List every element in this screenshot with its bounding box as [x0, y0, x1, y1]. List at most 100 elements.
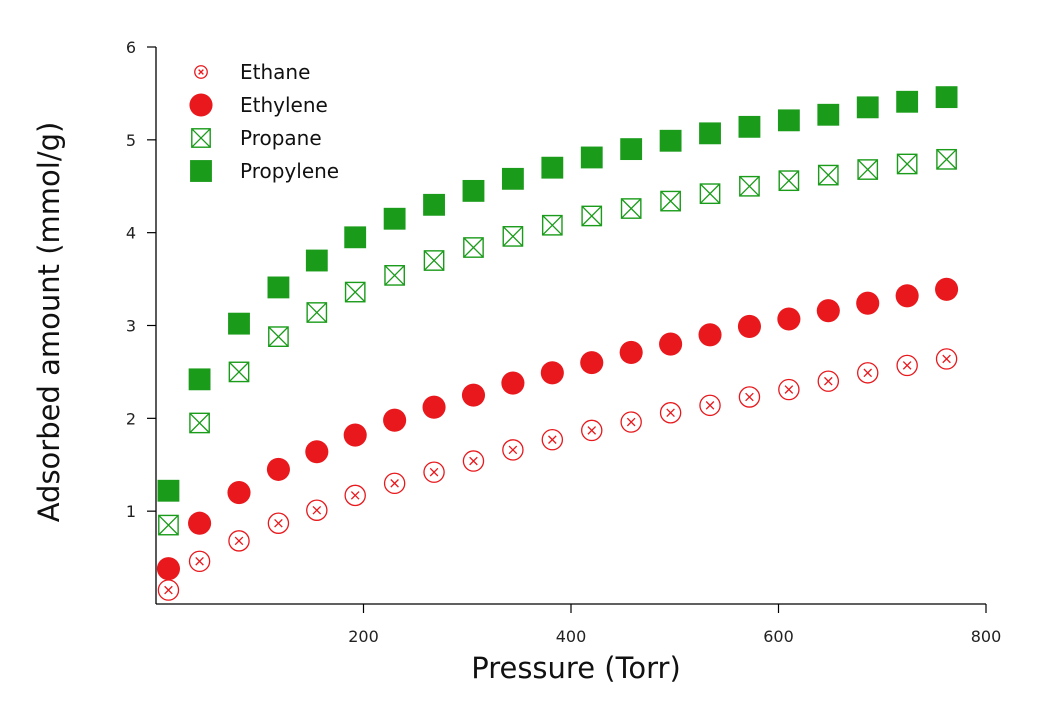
ethane-point [344, 484, 366, 507]
ethylene-point [816, 299, 840, 323]
ethylene-point [737, 314, 761, 338]
propylene-point [344, 226, 367, 249]
legend-marker-ethane [194, 65, 208, 79]
propylene-point [699, 122, 721, 145]
ethane-point [699, 394, 721, 417]
legend-marker-propane [191, 128, 211, 148]
x-axis-title: Pressure (Torr) [471, 651, 681, 685]
ethylene-point [266, 457, 290, 481]
propane-point [384, 265, 405, 286]
x-tick-label: 200 [348, 627, 379, 646]
propylene-point [423, 193, 445, 216]
propane-point [306, 302, 328, 323]
propane-point [423, 250, 445, 271]
propane-point [502, 226, 524, 247]
y-axis-title: Adsorbed amount (mmol/g) [32, 122, 66, 523]
ethylene-point [501, 371, 525, 395]
x-tick-label: 600 [763, 627, 794, 646]
ethylene-point [305, 440, 329, 464]
propylene-point [580, 146, 603, 169]
ethane-point [778, 378, 800, 401]
x-tick-label: 400 [556, 627, 587, 646]
ethane-point [541, 428, 564, 451]
propane-point [620, 198, 642, 219]
ethylene-point [935, 277, 959, 301]
ethylene-point [895, 284, 919, 308]
propylene-point [817, 103, 840, 126]
ethylene-point [540, 361, 564, 385]
y-tick-label: 6 [126, 38, 136, 57]
legend: Ethane Ethylene Propane Propylene [189, 60, 339, 183]
propane-point [581, 205, 603, 227]
propane-point [158, 514, 179, 536]
propylene-point [157, 479, 180, 502]
ethane-point [383, 472, 406, 495]
legend-label-propane: Propane [240, 126, 322, 150]
y-tick-label: 4 [126, 224, 136, 243]
ethylene-point [156, 557, 180, 581]
propylene-point [659, 129, 682, 152]
propane-point [660, 190, 681, 212]
propylene-point [541, 156, 564, 179]
propane-point [344, 281, 366, 303]
propane-point [228, 361, 250, 383]
propane-point [189, 412, 210, 434]
ethane-point [462, 450, 485, 472]
ethane-point [935, 348, 958, 370]
propylene-point [305, 249, 328, 272]
propane-point [739, 175, 760, 197]
ethane-point [306, 499, 328, 521]
propylene-point [267, 276, 290, 299]
ethylene-point [461, 383, 486, 407]
ethane-point [267, 512, 290, 534]
ethane-point [817, 370, 840, 392]
ethylene-point [659, 332, 683, 356]
propane-point [778, 170, 800, 192]
propane-point [463, 237, 484, 258]
ethane-point [856, 362, 879, 384]
propane-point [268, 326, 289, 348]
propane-point [936, 148, 957, 170]
ethylene-point [343, 423, 367, 447]
ethylene-point [188, 511, 212, 535]
propylene-point [935, 86, 958, 109]
y-tick-label: 3 [126, 317, 136, 336]
ethylene-point [227, 481, 251, 505]
legend-label-ethane: Ethane [240, 60, 310, 84]
legend-label-ethylene: Ethylene [240, 93, 328, 117]
propylene-point [501, 167, 524, 190]
propylene-point [738, 115, 761, 138]
propylene-point [462, 179, 485, 202]
propane-point [541, 214, 563, 236]
ethane-point [423, 461, 445, 483]
propylene-point [856, 96, 879, 119]
propylene-point [188, 368, 211, 391]
x-tick-label: 800 [971, 627, 1002, 646]
propane-point [896, 153, 918, 175]
propylene-point [896, 90, 919, 113]
legend-label-propylene: Propylene [240, 159, 339, 183]
y-tick-label: 1 [126, 502, 136, 521]
ethylene-point [619, 340, 643, 364]
ethane-point [502, 439, 524, 461]
propane-point [699, 183, 721, 205]
ethylene-point [422, 395, 446, 419]
ethylene-point [383, 408, 407, 432]
y-tick-label: 5 [126, 131, 136, 150]
ethane-point [157, 579, 180, 601]
ethane-point [659, 402, 682, 424]
propane-point [857, 159, 879, 180]
ethylene-point [698, 323, 722, 347]
legend-marker-propylene [190, 160, 212, 182]
propylene-point [777, 109, 800, 132]
ethane-point [896, 354, 918, 377]
ethylene-point [580, 351, 604, 375]
propylene-point [228, 312, 250, 335]
ethane-point [228, 530, 250, 552]
ethylene-point [856, 291, 880, 315]
propane-point [817, 164, 839, 186]
ethane-point [581, 419, 603, 442]
legend-marker-ethylene [189, 93, 213, 117]
ethylene-point [777, 307, 801, 331]
